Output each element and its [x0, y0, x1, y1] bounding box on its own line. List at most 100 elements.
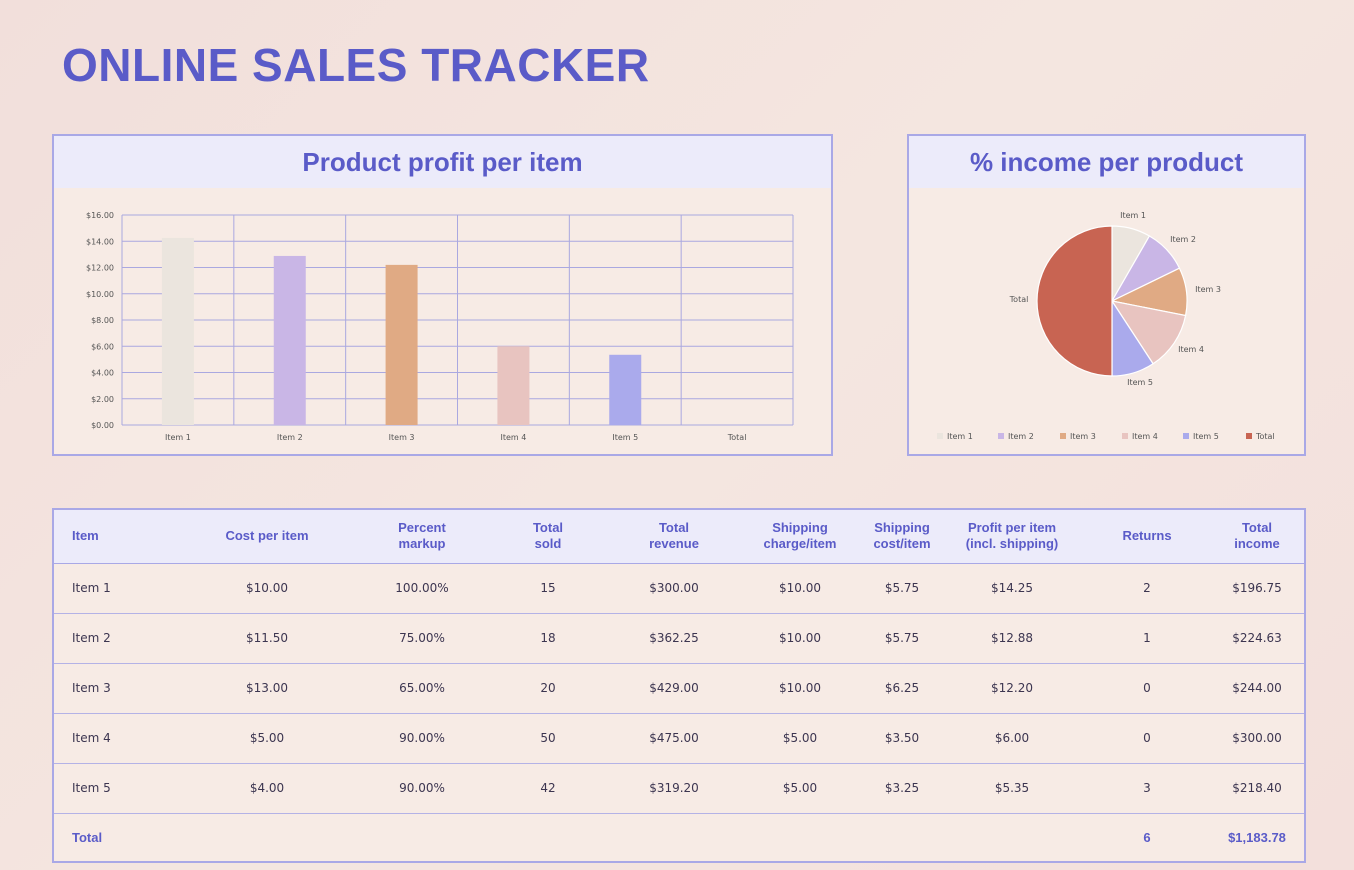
legend-swatch	[1060, 433, 1066, 439]
y-tick-label: $6.00	[91, 342, 114, 351]
total-income: $1,183.78	[1210, 812, 1304, 862]
cell-cost-per-item: $13.00	[174, 663, 360, 714]
cell-total-revenue: $300.00	[612, 563, 736, 614]
header-total-revenue: Total revenue	[612, 510, 736, 564]
cell-percent-markup: 75.00%	[360, 613, 484, 664]
cell-shipping-cost: $3.25	[864, 763, 940, 814]
cell-item: Item 2	[54, 613, 174, 664]
legend-swatch	[937, 433, 943, 439]
cell-shipping-charge: $10.00	[736, 663, 864, 714]
table-cell	[484, 812, 612, 862]
cell-profit-per-item: $12.88	[940, 613, 1084, 664]
table-row: Item 3 $13.00 65.00% 20 $429.00 $10.00 $6.25 $1…	[54, 663, 1304, 714]
legend-label: Item 1	[947, 432, 973, 441]
pie-slice-label: Item 4	[1178, 345, 1204, 354]
table-header-row: Item Cost per item Percent markup Total so…	[54, 510, 1304, 564]
header-returns: Returns	[1084, 510, 1210, 564]
y-tick-label: $10.00	[86, 290, 114, 299]
x-tick-label: Total	[727, 433, 747, 442]
bar-chart-panel: Product profit per item $0.00 $2.00 $4.00 $…	[52, 134, 833, 456]
legend-swatch	[998, 433, 1004, 439]
bar-chart-title: Product profit per item	[54, 136, 831, 188]
cell-item: Item 3	[54, 663, 174, 714]
table-row: Item 1 $10.00 100.00% 15 $300.00 $10.00 $5.75 $…	[54, 563, 1304, 614]
header-shipping-cost: Shipping cost/item	[864, 510, 940, 564]
cell-item: Item 5	[54, 763, 174, 814]
cell-shipping-cost: $5.75	[864, 563, 940, 614]
cell-shipping-cost: $3.50	[864, 713, 940, 764]
y-tick-label: $14.00	[86, 237, 114, 246]
cell-total-sold: 15	[484, 563, 612, 614]
header-total-sold: Total sold	[484, 510, 612, 564]
cell-item: Item 1	[54, 563, 174, 614]
header-percent-markup: Percent markup	[360, 510, 484, 564]
y-tick-label: $2.00	[91, 395, 114, 404]
cell-percent-markup: 100.00%	[360, 563, 484, 614]
header-total-income: Total income	[1210, 510, 1304, 564]
cell-total-revenue: $319.20	[612, 763, 736, 814]
header-item: Item	[54, 510, 174, 564]
total-returns: 6	[1084, 812, 1210, 862]
bar-item-3	[385, 264, 418, 425]
cell-shipping-charge: $5.00	[736, 713, 864, 764]
pie-slice-label: Total	[1009, 295, 1029, 304]
legend-swatch	[1183, 433, 1189, 439]
pie-chart-title: % income per product	[909, 136, 1304, 188]
cell-shipping-cost: $6.25	[864, 663, 940, 714]
page-title: ONLINE SALES TRACKER	[62, 39, 650, 91]
cell-percent-markup: 90.00%	[360, 763, 484, 814]
cell-cost-per-item: $10.00	[174, 563, 360, 614]
cell-total-sold: 42	[484, 763, 612, 814]
pie-slice-label: Item 2	[1170, 235, 1196, 244]
bar-item-5	[609, 354, 642, 425]
bar-item-1	[161, 237, 194, 425]
legend-label: Item 2	[1008, 432, 1034, 441]
pie-slice-total	[1036, 225, 1113, 377]
cell-total-sold: 18	[484, 613, 612, 664]
cell-item: Item 4	[54, 713, 174, 764]
table-row: Item 4 $5.00 90.00% 50 $475.00 $5.00 $3.50 $6.0…	[54, 713, 1304, 764]
sales-table: Item Cost per item Percent markup Total so…	[54, 510, 1304, 862]
cell-cost-per-item: $4.00	[174, 763, 360, 814]
cell-total-income: $196.75	[1210, 563, 1304, 614]
header-shipping-charge: Shipping charge/item	[736, 510, 864, 564]
cell-shipping-charge: $10.00	[736, 563, 864, 614]
legend-label: Total	[1255, 432, 1275, 441]
cell-profit-per-item: $5.35	[940, 763, 1084, 814]
pie-chart: Item 1 Item 2 Item 3 Item 4 Item 5 Total Item …	[937, 211, 1275, 441]
cell-returns: 1	[1084, 613, 1210, 664]
total-label: Total	[54, 812, 174, 862]
cell-total-income: $244.00	[1210, 663, 1304, 714]
legend-swatch	[1122, 433, 1128, 439]
table-cell	[864, 812, 940, 862]
cell-percent-markup: 65.00%	[360, 663, 484, 714]
table-cell	[360, 812, 484, 862]
cell-total-revenue: $429.00	[612, 663, 736, 714]
table-cell	[940, 812, 1084, 862]
x-tick-label: Item 5	[612, 433, 638, 442]
cell-returns: 2	[1084, 563, 1210, 614]
bar-item-2	[273, 255, 306, 425]
x-tick-label: Item 1	[165, 433, 191, 442]
y-tick-label: $12.00	[86, 264, 114, 273]
cell-total-income: $300.00	[1210, 713, 1304, 764]
legend-label: Item 4	[1132, 432, 1158, 441]
y-tick-label: $0.00	[91, 421, 114, 430]
cell-total-sold: 50	[484, 713, 612, 764]
bar-chart: $0.00 $2.00 $4.00 $6.00 $8.00 $10.00 $12.00 $14…	[86, 211, 794, 442]
cell-profit-per-item: $6.00	[940, 713, 1084, 764]
cell-shipping-charge: $5.00	[736, 763, 864, 814]
cell-returns: 0	[1084, 713, 1210, 764]
legend-swatch	[1246, 433, 1252, 439]
x-tick-label: Item 3	[389, 433, 415, 442]
sales-table-panel: Item Cost per item Percent markup Total so…	[52, 508, 1306, 863]
bar-item-4	[497, 346, 530, 425]
cell-profit-per-item: $12.20	[940, 663, 1084, 714]
pie-slice-label: Item 5	[1127, 378, 1153, 387]
cell-total-income: $224.63	[1210, 613, 1304, 664]
cell-total-income: $218.40	[1210, 763, 1304, 814]
header-profit-per-item: Profit per item (incl. shipping)	[940, 510, 1084, 564]
cell-cost-per-item: $11.50	[174, 613, 360, 664]
y-tick-label: $8.00	[91, 316, 114, 325]
